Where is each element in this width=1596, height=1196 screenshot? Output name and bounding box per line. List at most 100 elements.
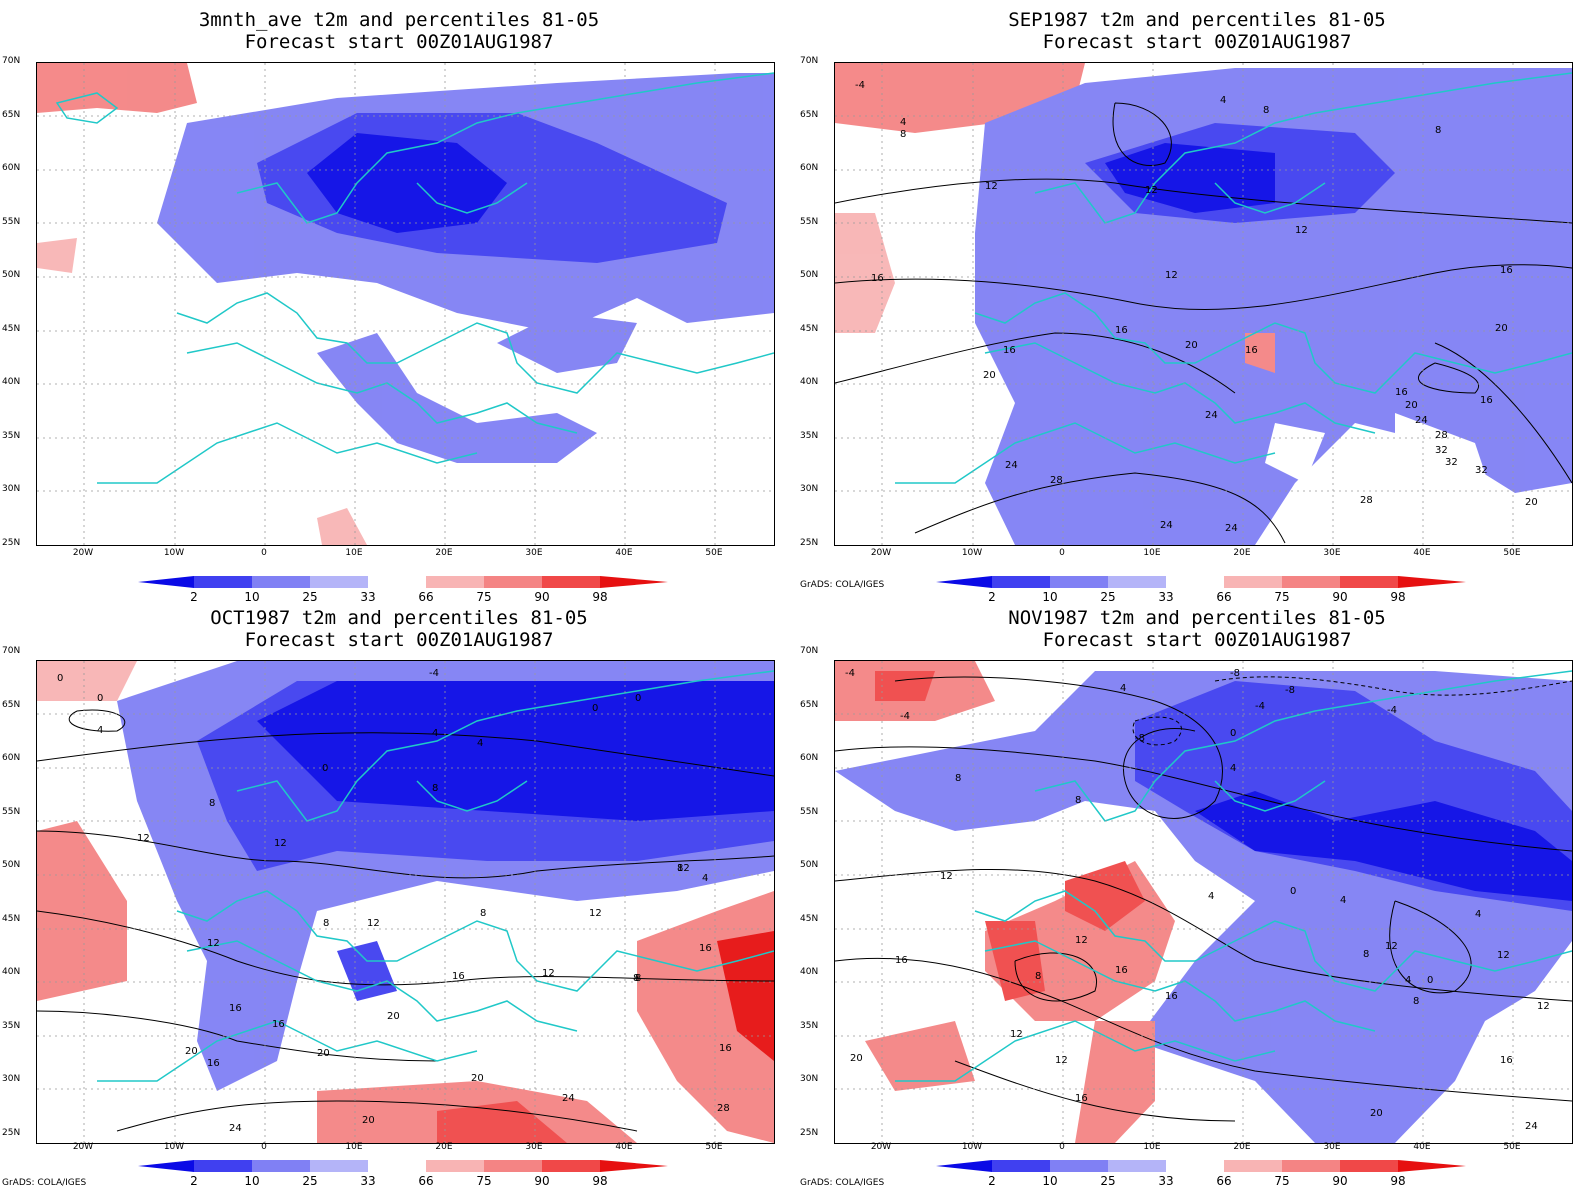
contour-label: 24 bbox=[1205, 410, 1218, 421]
contour-label: 16 bbox=[1115, 965, 1128, 976]
lat-label: 30N bbox=[800, 1074, 819, 1084]
lat-label: 45N bbox=[800, 324, 819, 334]
contour-label: 8 bbox=[1263, 105, 1269, 116]
lat-label: 45N bbox=[2, 324, 21, 334]
lat-label: 60N bbox=[800, 753, 819, 763]
contour-label: 8 bbox=[1435, 125, 1441, 136]
colorbar bbox=[138, 576, 668, 588]
percentile-shading bbox=[37, 661, 774, 1143]
contour-label: 12 bbox=[274, 838, 287, 849]
colorbar-label: 10 bbox=[244, 590, 260, 604]
colorbar-label: 98 bbox=[1390, 1174, 1406, 1188]
contour-label: 0 bbox=[635, 693, 641, 704]
lon-label: 30E bbox=[525, 548, 543, 558]
lon-label: 20E bbox=[435, 1142, 453, 1152]
lon-label: 10W bbox=[163, 548, 185, 558]
panel-subtitle: Forecast start 00Z01AUG1987 bbox=[1042, 629, 1352, 651]
lat-label: 40N bbox=[2, 967, 21, 977]
lon-label: 40E bbox=[1413, 1142, 1431, 1152]
contour-label: 20 bbox=[185, 1046, 198, 1057]
lon-label: 50E bbox=[1503, 548, 1521, 558]
contour-label: 24 bbox=[1225, 523, 1238, 534]
colorbar-label: 25 bbox=[1100, 590, 1116, 604]
lon-label: 20E bbox=[435, 548, 453, 558]
colorbar-label: 66 bbox=[418, 1174, 434, 1188]
contour-label: 4 bbox=[1120, 683, 1126, 694]
dashed-contours bbox=[1132, 676, 1572, 746]
lat-label: 45N bbox=[800, 914, 819, 924]
contour-label: 24 bbox=[229, 1123, 242, 1134]
contour-label: 12 bbox=[542, 968, 555, 979]
colorbar-label: 90 bbox=[1332, 590, 1348, 604]
lon-label: 40E bbox=[615, 548, 633, 558]
contours bbox=[835, 676, 1572, 1122]
contour-label: 4 bbox=[1220, 95, 1226, 106]
contours bbox=[835, 102, 1572, 544]
contour-label: 12 bbox=[1295, 225, 1308, 236]
contour-label: 12 bbox=[1385, 941, 1398, 952]
contour-label: 16 bbox=[1500, 265, 1513, 276]
contour-label: 16 bbox=[1245, 345, 1258, 356]
lon-label: 50E bbox=[1503, 1142, 1521, 1152]
colorbar-label: 2 bbox=[988, 590, 996, 604]
contour-label: 24 bbox=[1525, 1121, 1538, 1132]
lon-label: 20W bbox=[870, 1142, 892, 1152]
lat-label: 60N bbox=[800, 163, 819, 173]
map-area bbox=[36, 62, 775, 546]
panel-subtitle: Forecast start 00Z01AUG1987 bbox=[244, 31, 554, 53]
percentile-shading bbox=[835, 661, 1572, 1143]
lon-label: 40E bbox=[1413, 548, 1431, 558]
grads-credit: GrADS: COLA/IGES bbox=[800, 580, 885, 590]
contour-label: 16 bbox=[699, 943, 712, 954]
lat-label: 50N bbox=[800, 860, 819, 870]
lon-label: 0 bbox=[1059, 548, 1065, 558]
colorbar-label: 10 bbox=[1042, 1174, 1058, 1188]
contour-label: 20 bbox=[471, 1073, 484, 1084]
contour-label: 4 bbox=[1475, 909, 1481, 920]
lon-label: 10E bbox=[1143, 1142, 1161, 1152]
contour-label: 20 bbox=[317, 1048, 330, 1059]
contour-label: 8 bbox=[1413, 996, 1419, 1007]
lat-label: 55N bbox=[800, 217, 819, 227]
contour-label: 8 bbox=[1035, 971, 1041, 982]
grid bbox=[37, 63, 774, 545]
lon-label: 30E bbox=[525, 1142, 543, 1152]
panel-oct1987: OCT1987 t2m and percentiles 81-05 Foreca… bbox=[0, 598, 798, 1196]
contours bbox=[37, 709, 774, 1132]
contour-label: 4 bbox=[1230, 763, 1236, 774]
lon-label: 20W bbox=[72, 1142, 94, 1152]
contour-label: 8 bbox=[1075, 795, 1081, 806]
lat-label: 35N bbox=[800, 431, 819, 441]
lat-label: 60N bbox=[2, 753, 21, 763]
contour-label: 24 bbox=[562, 1093, 575, 1104]
colorbar-label: 75 bbox=[476, 590, 492, 604]
lat-label: 30N bbox=[2, 1074, 21, 1084]
contour-label: 16 bbox=[1395, 387, 1408, 398]
lon-label: 10E bbox=[345, 1142, 363, 1152]
lat-label: 25N bbox=[800, 1128, 819, 1138]
contour-label: 12 bbox=[1497, 950, 1510, 961]
contour-label: 4 bbox=[1405, 975, 1411, 986]
contour-label: 0 bbox=[1290, 886, 1296, 897]
lat-label: 60N bbox=[2, 163, 21, 173]
lat-label: 70N bbox=[2, 646, 21, 656]
contour-label: 8 bbox=[900, 129, 906, 140]
panel-title: 3mnth_ave t2m and percentiles 81-05 bbox=[198, 9, 600, 31]
lat-label: 35N bbox=[2, 431, 21, 441]
colorbar-label: 75 bbox=[476, 1174, 492, 1188]
lat-label: 30N bbox=[2, 484, 21, 494]
contour-label: 28 bbox=[1360, 495, 1373, 506]
panel-title: NOV1987 t2m and percentiles 81-05 bbox=[1008, 607, 1386, 629]
contour-label: 12 bbox=[367, 918, 380, 929]
lon-label: 10W bbox=[961, 548, 983, 558]
contour-label: 24 bbox=[1160, 520, 1173, 531]
lat-label: 55N bbox=[2, 217, 21, 227]
contour-label: 4 bbox=[702, 873, 708, 884]
contour-label: 20 bbox=[1495, 323, 1508, 334]
contour-label: 16 bbox=[1003, 345, 1016, 356]
contour-label: 16 bbox=[207, 1058, 220, 1069]
lon-label: 0 bbox=[1059, 1142, 1065, 1152]
grid bbox=[835, 63, 1572, 545]
colorbar bbox=[936, 1160, 1466, 1172]
contour-label: 4 bbox=[1208, 891, 1214, 902]
